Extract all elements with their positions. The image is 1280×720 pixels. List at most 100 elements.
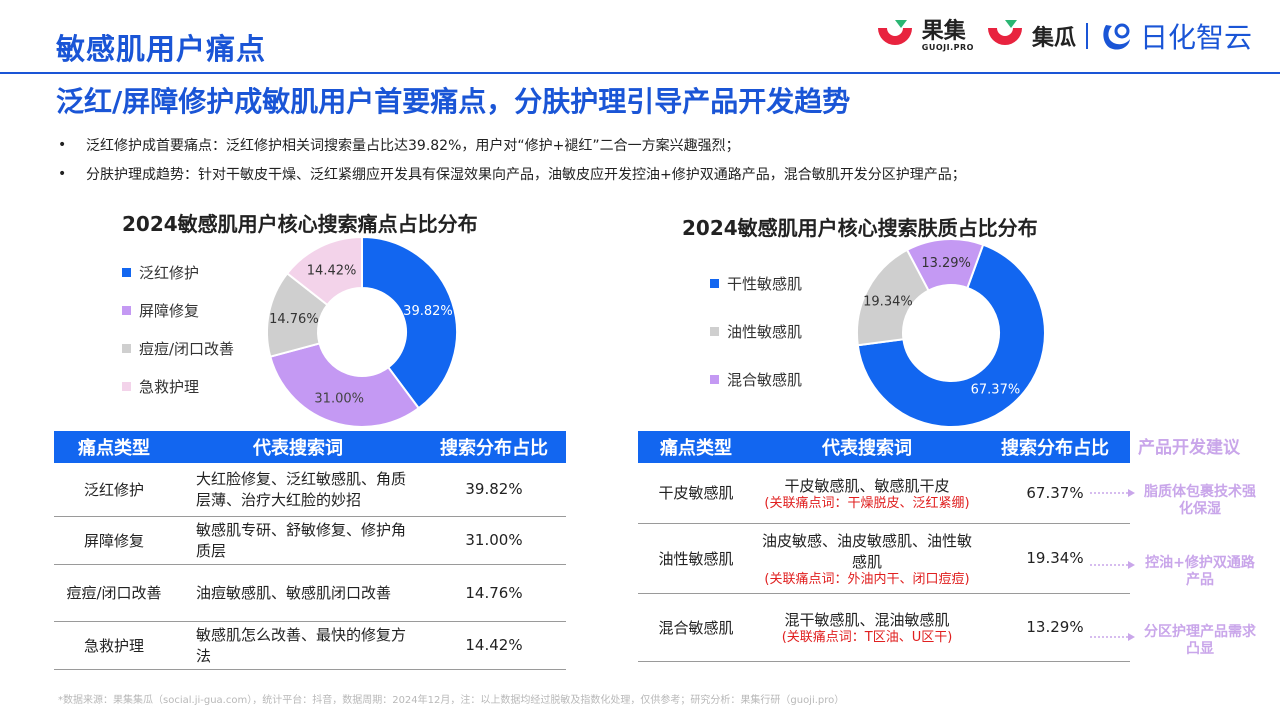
slice-data-label-3: 14.42%: [307, 264, 357, 279]
legend-item: 痘痘/闭口改善: [122, 329, 234, 367]
legend-item: 干性敏感肌: [710, 259, 802, 307]
pain-points-table: 痛点类型 代表搜索词 搜索分布占比 泛红修护 大红脸修复、泛红敏感肌、角质层薄、…: [54, 431, 566, 670]
pain-type-cell: 急救护理: [54, 621, 174, 670]
bullet-item: • 分肤护理成趋势：针对干敏皮干燥、泛红紧绷应开发具有保湿效果向产品，油敏皮应开…: [58, 159, 966, 188]
keywords-cell: 干皮敏感肌、敏感肌干皮 (关联痛点词：干燥脱皮、泛红紧绷): [754, 463, 980, 524]
data-source-footnote: *数据来源：果集集瓜（social.ji-gua.com），统计平台：抖音，数据…: [58, 695, 845, 706]
slice-data-label-1: 31.00%: [314, 392, 364, 407]
chart-legend-skin-types: 干性敏感肌 油性敏感肌 混合敏感肌: [710, 259, 802, 403]
slice-data-label-2: 14.76%: [269, 312, 319, 327]
suggestion-item: 脂质体包裹技术强化保湿: [1144, 484, 1256, 517]
table-row: 屏障修复 敏感肌专研、舒敏修复、修护角质层 31.00%: [54, 516, 566, 565]
legend-swatch: [710, 278, 719, 288]
donut-chart-pain-points: 39.82% 31.00% 14.76% 14.42%: [266, 235, 458, 428]
legend-item: 急救护理: [122, 367, 234, 405]
dotted-arrow-icon: [1090, 633, 1135, 641]
slice-data-label-1: 19.34%: [863, 294, 913, 309]
column-header: 痛点类型: [54, 431, 174, 463]
table-row: 干皮敏感肌 干皮敏感肌、敏感肌干皮 (关联痛点词：干燥脱皮、泛红紧绷) 67.3…: [638, 463, 1130, 524]
pain-type-cell: 痘痘/闭口改善: [54, 564, 174, 622]
table-header-row: 痛点类型 代表搜索词 搜索分布占比: [54, 431, 566, 463]
pain-type-cell: 泛红修护: [54, 463, 174, 517]
keywords-text: 混干敏感肌、混油敏感肌: [784, 611, 950, 629]
share-cell: 31.00%: [422, 516, 566, 565]
keywords-cell: 混干敏感肌、混油敏感肌 (关联痛点词：T区油、U区干): [754, 593, 980, 662]
keywords-cell: 大红脸修复、泛红敏感肌、角质层薄、治疗大红脸的妙招: [174, 463, 422, 517]
skin-types-table: 痛点类型 代表搜索词 搜索分布占比 干皮敏感肌 干皮敏感肌、敏感肌干皮 (关联痛…: [638, 431, 1130, 662]
table-row: 泛红修护 大红脸修复、泛红敏感肌、角质层薄、治疗大红脸的妙招 39.82%: [54, 463, 566, 517]
suggestions-header: 产品开发建议: [1138, 438, 1240, 458]
column-header: 代表搜索词: [174, 431, 422, 463]
skin-type-cell: 混合敏感肌: [638, 593, 754, 662]
bullet-marker: •: [58, 136, 67, 153]
bullet-item: • 泛红修护成首要痛点：泛红修护相关词搜索量占比达39.82%，用户对“修护+褪…: [58, 130, 966, 159]
table-row: 油性敏感肌 油皮敏感、油皮敏感肌、油性敏感肌 (关联痛点词：外油内干、闭口痘痘)…: [638, 523, 1130, 594]
guoji-logo-icon: [877, 20, 912, 45]
share-cell: 14.76%: [422, 564, 566, 622]
jigua-logo-text: 集瓜: [1031, 26, 1076, 51]
donut-slice-2: [905, 238, 985, 292]
bullet-text: 泛红修护成首要痛点：泛红修护相关词搜索量占比达39.82%，用户对“修护+褪红”…: [86, 137, 740, 154]
related-keywords-text: (关联痛点词：外油内干、闭口痘痘): [764, 571, 970, 587]
chart-legend-pain-points: 泛红修护 屏障修复 痘痘/闭口改善 急救护理: [122, 253, 234, 405]
share-cell: 19.34%: [980, 523, 1130, 594]
donut-slice-0: [361, 235, 458, 410]
guoji-logo-text: 果集 GUOJI.PRO: [921, 18, 974, 52]
dotted-arrow-icon: [1090, 561, 1135, 569]
table-row: 痘痘/闭口改善 油痘敏感肌、敏感肌闭口改善 14.76%: [54, 564, 566, 622]
suggestion-item: 分区护理产品需求凸显: [1144, 624, 1256, 657]
chart-title-skin-types: 2024敏感肌用户核心搜索肤质占比分布: [682, 216, 1038, 240]
keywords-text: 干皮敏感肌、敏感肌干皮: [784, 476, 950, 495]
keywords-cell: 敏感肌专研、舒敏修复、修护角质层: [174, 516, 422, 565]
share-cell: 39.82%: [422, 463, 566, 517]
keywords-cell: 油痘敏感肌、敏感肌闭口改善: [174, 564, 422, 622]
bullet-marker: •: [58, 165, 67, 182]
donut-chart-skin-types: 67.37% 19.34% 13.29%: [856, 238, 1046, 428]
skin-type-cell: 油性敏感肌: [638, 523, 754, 594]
legend-swatch: [122, 305, 131, 315]
table-row: 急救护理 敏感肌怎么改善、最快的修复方法 14.42%: [54, 621, 566, 670]
chart-title-pain-points: 2024敏感肌用户核心搜索痛点占比分布: [122, 212, 478, 236]
brand-logos: 果集 GUOJI.PRO 集瓜 日化智云: [874, 14, 1252, 58]
legend-swatch: [122, 381, 131, 391]
logo-separator: [1085, 23, 1088, 49]
bullet-text: 分肤护理成趋势：针对干敏皮干燥、泛红紧绷应开发具有保湿效果向产品，油敏皮应开发控…: [86, 166, 966, 183]
donut-slice-3: [285, 235, 363, 307]
rihua-logo-icon: [1103, 23, 1130, 50]
slide-subtitle: 泛红/屏障修护成敏肌用户首要痛点，分肤护理引导产品开发趋势: [56, 85, 851, 118]
legend-swatch: [122, 343, 131, 353]
suggestion-item: 控油+修护双通路产品: [1145, 555, 1255, 588]
share-cell: 13.29%: [980, 593, 1130, 662]
slice-data-label-2: 13.29%: [921, 256, 971, 271]
keywords-text: 油皮敏感、油皮敏感肌、油性敏感肌: [762, 531, 973, 571]
legend-swatch: [710, 326, 719, 336]
legend-swatch: [710, 374, 719, 384]
bullet-list: • 泛红修护成首要痛点：泛红修护相关词搜索量占比达39.82%，用户对“修护+褪…: [58, 130, 966, 188]
column-header: 搜索分布占比: [422, 431, 566, 463]
share-cell: 67.37%: [980, 463, 1130, 524]
slice-data-label-0: 67.37%: [971, 382, 1021, 397]
dotted-arrow-icon: [1090, 489, 1135, 497]
legend-item: 泛红修护: [122, 253, 234, 291]
legend-item: 混合敏感肌: [710, 355, 802, 403]
column-header: 痛点类型: [638, 431, 754, 463]
share-cell: 14.42%: [422, 621, 566, 670]
table-header-row: 痛点类型 代表搜索词 搜索分布占比: [638, 431, 1130, 463]
skin-type-cell: 干皮敏感肌: [638, 463, 754, 524]
jigua-logo-icon: [987, 20, 1022, 45]
legend-item: 屏障修复: [122, 291, 234, 329]
related-keywords-text: (关联痛点词：干燥脱皮、泛红紧绷): [764, 495, 970, 511]
rihua-logo-text: 日化智云: [1139, 21, 1252, 54]
legend-swatch: [122, 267, 131, 277]
pain-type-cell: 屏障修复: [54, 516, 174, 565]
keywords-cell: 油皮敏感、油皮敏感肌、油性敏感肌 (关联痛点词：外油内干、闭口痘痘): [754, 523, 980, 594]
slice-data-label-0: 39.82%: [403, 304, 453, 319]
table-row: 混合敏感肌 混干敏感肌、混油敏感肌 (关联痛点词：T区油、U区干) 13.29%: [638, 593, 1130, 662]
donut-slice-0: [856, 243, 1046, 428]
legend-item: 油性敏感肌: [710, 307, 802, 355]
page-title: 敏感肌用户痛点: [56, 32, 267, 66]
donut-slice-1: [269, 342, 421, 428]
column-header: 代表搜索词: [754, 431, 980, 463]
column-header: 搜索分布占比: [980, 431, 1130, 463]
header-divider: [0, 72, 1280, 74]
